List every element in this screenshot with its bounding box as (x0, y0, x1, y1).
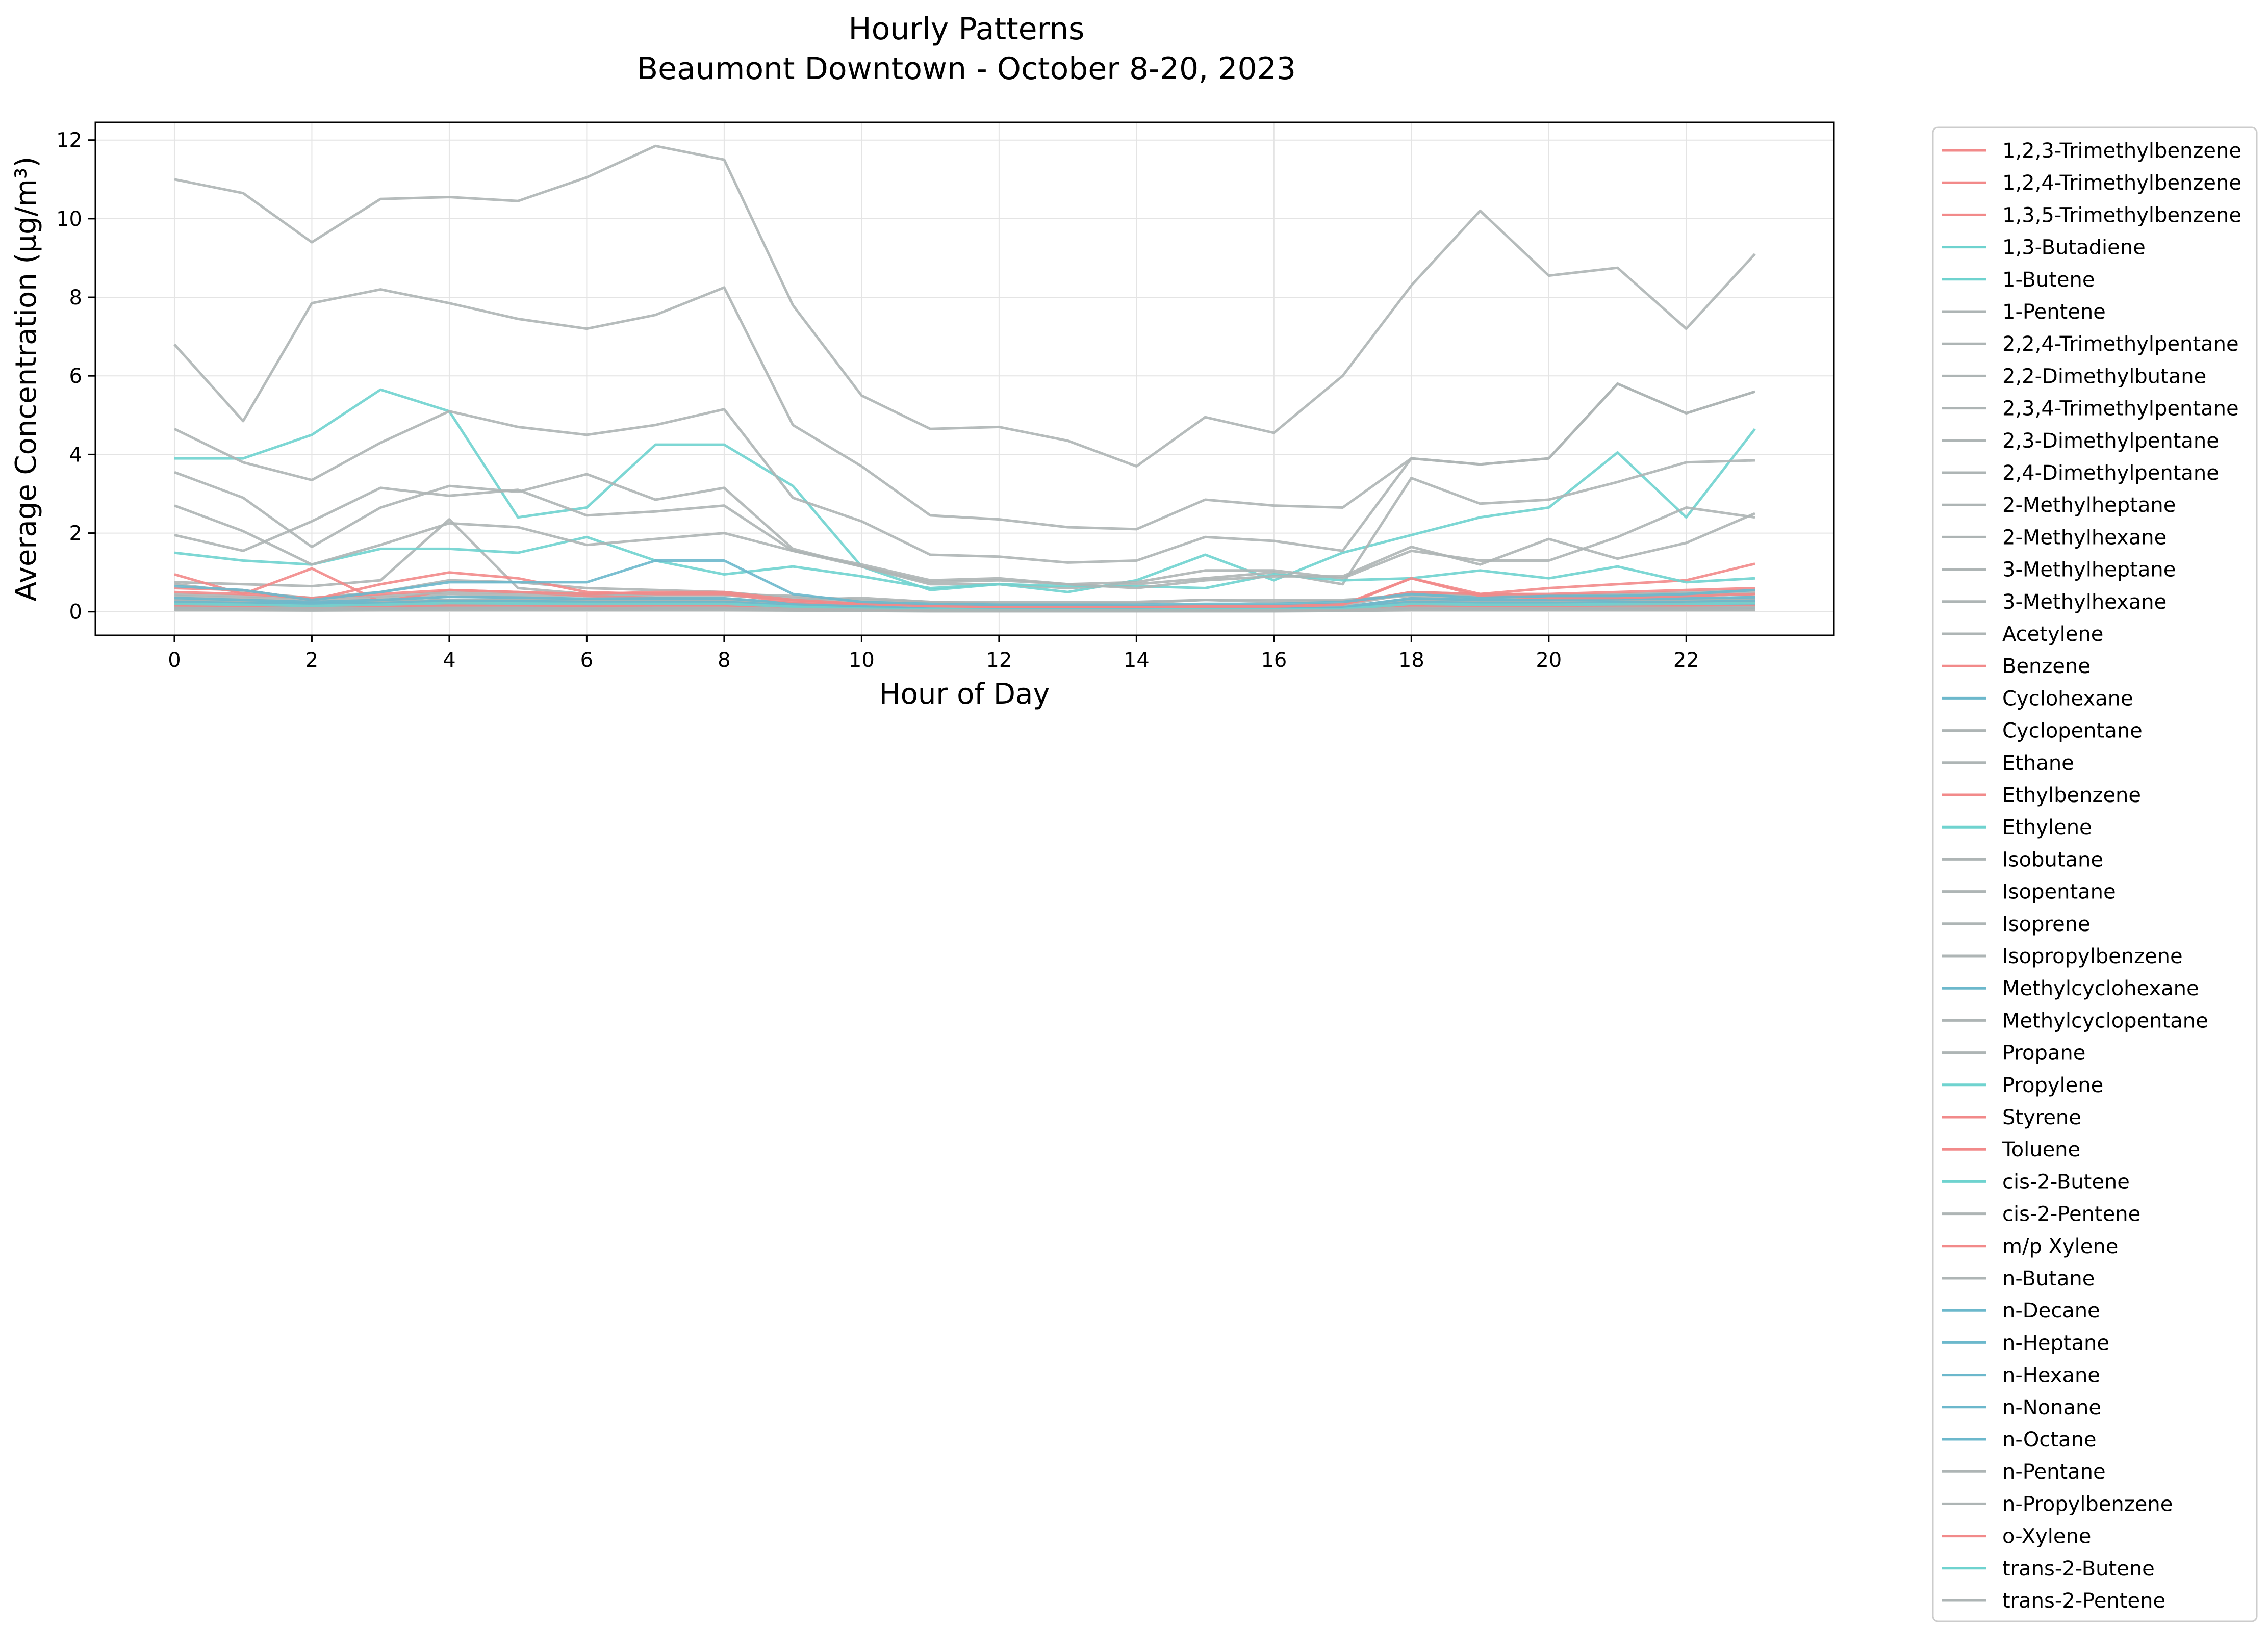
legend-entry-label: 1,2,4-Trimethylbenzene (2002, 171, 2241, 195)
legend-entry-label: m/p Xylene (2002, 1235, 2118, 1258)
x-tick-label: 12 (986, 649, 1012, 672)
series-lines (173, 144, 1756, 613)
x-tick-label: 16 (1261, 649, 1287, 672)
legend-entry-label: 1-Pentene (2002, 300, 2106, 324)
legend-entry-label: 2-Methylheptane (2002, 494, 2176, 517)
legend-entry-label: Acetylene (2002, 623, 2103, 646)
legend-entry-label: Propylene (2002, 1074, 2103, 1097)
legend-entry-label: 1,3-Butadiene (2002, 236, 2146, 260)
legend-entry-label: Methylcyclohexane (2002, 977, 2199, 1000)
legend-entry-label: Methylcyclopentane (2002, 1009, 2208, 1032)
y-tick-label: 12 (56, 129, 82, 152)
x-axis-ticks: 0 2 4 6 8 10 12 14 16 18 20 22 (168, 635, 1699, 672)
y-tick-label: 6 (69, 365, 82, 388)
legend-entry-label: n-Decane (2002, 1299, 2100, 1323)
series-line-29 (174, 535, 1755, 589)
legend-entry-label: Toluene (2002, 1138, 2080, 1161)
legend-entry-label: 3-Methylhexane (2002, 590, 2167, 614)
y-axis-label: Average Concentration (µg/m³) (10, 157, 43, 601)
y-tick-label: 2 (69, 522, 82, 546)
legend-entry-label: Benzene (2002, 655, 2091, 678)
legend-entry-label: 2,3,4-Trimethylpentane (2002, 397, 2239, 421)
legend-entry-label: trans-2-Pentene (2002, 1589, 2165, 1613)
legend-entry-label: Propane (2002, 1042, 2085, 1065)
legend-entry-label: Isoprene (2002, 913, 2091, 936)
series-line-45 (174, 606, 1755, 612)
legend-entry-label: n-Nonane (2002, 1396, 2101, 1419)
legend-entry-label: cis-2-Pentene (2002, 1203, 2140, 1226)
legend-entry-label: 2,3-Dimethylpentane (2002, 429, 2219, 453)
legend-entry-label: 2,2-Dimethylbutane (2002, 365, 2206, 388)
x-tick-label: 20 (1536, 649, 1562, 672)
legend-entry-label: o-Xylene (2002, 1525, 2091, 1548)
legend-entry-label: Isopentane (2002, 881, 2116, 904)
y-tick-label: 10 (56, 208, 82, 231)
chart-title: Hourly Patterns (849, 11, 1085, 47)
legend-entry-label: n-Propylbenzene (2002, 1492, 2173, 1516)
series-line-28 (173, 286, 1755, 531)
legend-entry-label: n-Octane (2002, 1428, 2097, 1452)
series-line-34 (174, 587, 1755, 608)
legend-entry-label: 2,4-Dimethylpentane (2002, 461, 2219, 485)
legend-entry-label: n-Heptane (2002, 1331, 2109, 1355)
x-tick-label: 2 (305, 649, 318, 672)
legend-entry-label: Isobutane (2002, 848, 2103, 871)
legend-entry-label: n-Hexane (2002, 1364, 2100, 1387)
x-tick-label: 22 (1673, 649, 1699, 672)
legend-entry-label: Cyclohexane (2002, 687, 2133, 710)
x-axis-label: Hour of Day (879, 678, 1050, 711)
legend-entry-label: 1,2,3-Trimethylbenzene (2002, 139, 2241, 163)
series-line-22 (174, 459, 1755, 589)
x-tick-label: 4 (443, 649, 455, 672)
legend-entry-label: n-Pentane (2002, 1460, 2106, 1484)
x-tick-label: 8 (718, 649, 730, 672)
series-line-38 (174, 559, 1755, 606)
legend: 1,2,3-Trimethylbenzene 1,2,4-Trimethylben… (1932, 126, 2258, 1622)
legend-entry-label: n-Butane (2002, 1267, 2095, 1290)
x-tick-label: 18 (1398, 649, 1424, 672)
legend-entry-label: 1-Butene (2002, 268, 2095, 292)
legend-entry-label: Ethylene (2002, 816, 2092, 839)
x-tick-label: 14 (1124, 649, 1150, 672)
legend-entry-label: 2,2,4-Trimethylpentane (2002, 332, 2239, 356)
legend-frame (1932, 126, 2258, 1622)
legend-entry-label: cis-2-Butene (2002, 1170, 2130, 1194)
legend-entry-label: Ethylbenzene (2002, 784, 2141, 807)
x-tick-label: 6 (580, 649, 593, 672)
y-tick-label: 8 (69, 286, 82, 309)
legend-entry-label: Ethane (2002, 752, 2074, 775)
legend-entry-label: 3-Methylheptane (2002, 558, 2176, 582)
chart-subtitle: Beaumont Downtown - October 8-20, 2023 (637, 51, 1296, 87)
y-tick-label: 0 (69, 601, 82, 624)
plot-area (94, 121, 1835, 636)
legend-entry-label: 1,3,5-Trimethylbenzene (2002, 203, 2241, 227)
series-line-19 (174, 144, 1756, 468)
legend-entry-label: Isopropylbenzene (2002, 945, 2183, 968)
legend-items: 1,2,3-Trimethylbenzene 1,2,4-Trimethylben… (1942, 139, 2241, 1613)
x-tick-label: 10 (849, 649, 875, 672)
x-tick-label: 0 (168, 649, 181, 672)
legend-entry-label: Styrene (2002, 1106, 2081, 1129)
y-axis-ticks: 0 2 4 6 8 10 12 (56, 129, 95, 624)
legend-entry-label: trans-2-Butene (2002, 1557, 2155, 1581)
legend-entry-label: Cyclopentane (2002, 719, 2143, 743)
y-tick-label: 4 (69, 443, 82, 467)
gridlines (95, 122, 1834, 635)
legend-entry-label: 2-Methylhexane (2002, 526, 2167, 549)
series-line-41 (174, 486, 1755, 589)
